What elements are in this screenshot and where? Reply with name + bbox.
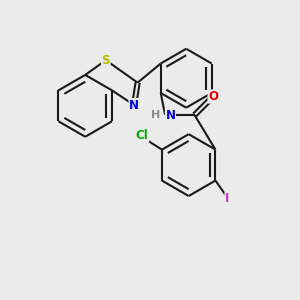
Text: N: N xyxy=(165,109,176,122)
Text: N: N xyxy=(129,99,139,112)
Text: H: H xyxy=(151,110,160,120)
Text: O: O xyxy=(208,90,218,103)
Text: S: S xyxy=(102,54,110,67)
Text: Cl: Cl xyxy=(136,129,148,142)
Text: I: I xyxy=(225,192,230,205)
